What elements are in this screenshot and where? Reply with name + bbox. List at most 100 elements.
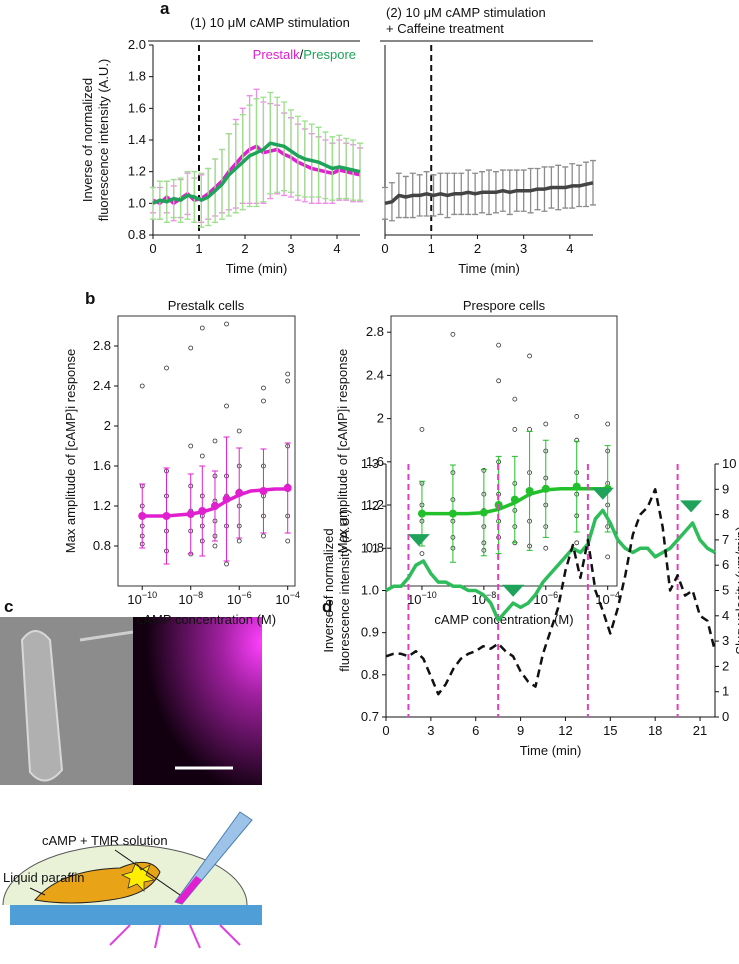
y2-tick-label: 5	[722, 583, 729, 598]
peak-marker	[680, 500, 703, 513]
data-point	[224, 321, 229, 327]
data-point	[285, 371, 291, 377]
y-tick-label: 2.0	[128, 37, 146, 52]
y-axis-label: Inverse of normalized	[321, 528, 336, 652]
mean-point	[138, 512, 147, 520]
mean-point	[479, 508, 488, 517]
data-point	[224, 403, 229, 409]
peak-marker	[502, 584, 525, 597]
brightfield	[0, 617, 133, 785]
panel-label: a	[160, 0, 170, 18]
data-point	[164, 365, 169, 371]
panel-label: b	[85, 289, 95, 308]
mean-point	[162, 512, 171, 520]
series-line	[384, 181, 594, 206]
mean-point	[541, 484, 550, 493]
data-point	[419, 426, 425, 432]
x-tick-label: 10−4	[275, 590, 300, 607]
y-tick-label: 2.4	[93, 378, 111, 393]
data-point	[188, 345, 194, 351]
data-point	[236, 428, 242, 434]
x-tick-label: 12	[558, 723, 572, 738]
data-point	[188, 443, 194, 449]
y2-tick-label: 4	[722, 608, 729, 623]
y2-tick-label: 7	[722, 532, 729, 547]
series-line	[385, 488, 717, 696]
y-tick-label: 1.0	[128, 195, 146, 210]
mean-point	[572, 482, 581, 491]
data-point	[527, 353, 532, 359]
y-tick-label: 1.4	[128, 132, 146, 147]
y-tick-label: 1.6	[128, 100, 146, 115]
x-axis-label: cAMP concentration (M)	[137, 612, 276, 627]
x-tick-label: 18	[648, 723, 662, 738]
x-tick-label: 3	[427, 723, 434, 738]
data-point	[512, 426, 518, 432]
chart: 0 1 2 3 4 0.8 1.0 1.2 1.4 1.6 1.8 2.0 (1) 10 μM cAMP…	[80, 15, 363, 276]
leader	[114, 849, 181, 896]
data-point	[212, 543, 218, 549]
chart-title: (1) 10 μM cAMP stimulation	[190, 15, 350, 30]
x-tick-label: 10−10	[407, 590, 437, 607]
data-point	[261, 533, 266, 539]
stimulus	[120, 861, 156, 892]
x-tick-label: 1	[195, 241, 202, 256]
panel-label: c	[4, 597, 13, 616]
fluorescence	[133, 617, 262, 785]
x-tick-label: 10−4	[595, 590, 620, 607]
data-point	[450, 331, 456, 337]
legend-entry: Prestalk	[253, 47, 300, 62]
leader	[29, 887, 46, 896]
data-point	[543, 421, 549, 427]
slug	[20, 630, 64, 782]
panel-label: d	[322, 597, 332, 616]
peak-marker	[591, 487, 614, 500]
y2-tick-label: 1	[722, 684, 729, 699]
y-axis-label: fluorescence intensity (A.U.)	[337, 509, 352, 672]
pipette-tip	[175, 876, 202, 904]
data-point	[574, 540, 580, 546]
y-tick-label: 2	[377, 411, 384, 426]
y-axis-label: Max amplitude of [cAMP]i response	[335, 349, 350, 553]
x-tick-label: 2	[241, 241, 248, 256]
mean-point	[417, 509, 426, 518]
x-tick-label: 10−8	[178, 590, 203, 607]
y-tick-label: 2	[104, 418, 111, 433]
mean-point	[198, 507, 207, 515]
y-tick-label: 1.3	[361, 456, 379, 471]
arrows	[109, 924, 241, 949]
y2-tick-label: 2	[722, 658, 729, 673]
x-tick-label: 1	[428, 241, 435, 256]
x-tick-label: 3	[520, 241, 527, 256]
x-tick-label: 3	[287, 241, 294, 256]
x-axis-label: Time (min)	[520, 743, 582, 758]
x-axis-label: Time (min)	[458, 261, 520, 276]
y-axis-label: Inverse of normalized	[80, 78, 95, 202]
data-point	[605, 554, 611, 560]
x-tick-label: 9	[517, 723, 524, 738]
error-bar	[382, 186, 388, 220]
data-point	[199, 325, 205, 331]
mean-point	[448, 509, 457, 518]
x-tick-label: 0	[382, 723, 389, 738]
diagram-label: Liquid paraffin	[3, 870, 84, 885]
mean-point	[186, 510, 195, 518]
y2-tick-label: 9	[722, 481, 729, 496]
x-axis-label: cAMP concentration (M)	[434, 612, 573, 627]
y-tick-label: 2.8	[93, 338, 111, 353]
data-point	[543, 545, 549, 551]
data-point	[261, 398, 266, 404]
x-tick-label: 0	[381, 241, 388, 256]
y-tick-label: 1.8	[128, 69, 146, 84]
chart: 0 3 6 9 12 15 18 210.70.80.91.01.11.21.30123456…	[321, 456, 739, 758]
y-tick-label: 2.4	[366, 367, 384, 382]
y-axis-label: Max amplitude of [cAMP]i response	[63, 349, 78, 553]
mean-point	[222, 495, 231, 503]
legend: Prestalk/Prespore	[253, 47, 356, 62]
y-tick-label: 0.8	[128, 227, 146, 242]
data-point	[236, 538, 242, 544]
y-tick-label: 0.8	[366, 540, 384, 555]
mean-point	[525, 486, 534, 495]
x-tick-label: 4	[333, 241, 340, 256]
legend-separator: /	[300, 47, 304, 62]
